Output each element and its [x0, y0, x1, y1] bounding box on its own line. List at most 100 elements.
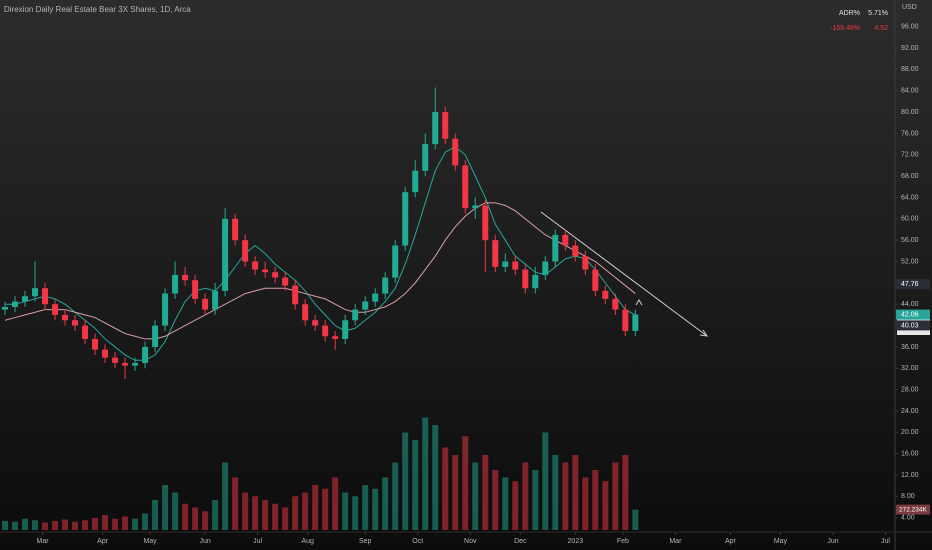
volume-bar [472, 462, 479, 530]
volume-bar [272, 503, 279, 530]
candle-body [222, 218, 229, 291]
volume-bar [562, 462, 569, 530]
candle-body [372, 293, 379, 302]
price-tag-label: 40.03 [901, 322, 919, 329]
volume-bar [132, 518, 139, 530]
candle-body [572, 245, 579, 257]
y-tick-label: 24.00 [901, 408, 919, 415]
candle-body [332, 336, 339, 339]
candle-body [262, 269, 269, 273]
candle-body [182, 274, 189, 281]
price-tag [896, 320, 930, 331]
volume-bar [212, 500, 219, 530]
candle-body [562, 234, 569, 246]
candle-body [342, 320, 349, 339]
volume-bar [512, 481, 519, 530]
candle-body [272, 272, 279, 278]
x-tick-label: Apr [725, 538, 737, 545]
x-tick-label: Mar [669, 538, 682, 545]
volume-bar [572, 455, 579, 530]
y-tick-label: 16.00 [901, 451, 919, 458]
volume-bar [52, 521, 59, 530]
volume-bar [262, 500, 269, 530]
volume-bar [142, 513, 149, 530]
candle-body [362, 301, 369, 310]
up-arrow [635, 299, 643, 306]
y-tick-label: 76.00 [901, 130, 919, 137]
candle-body [512, 261, 519, 270]
candle-body [42, 288, 49, 305]
y-tick-label: 12.00 [901, 472, 919, 479]
volume-bar [622, 455, 629, 530]
x-tick-label: Jul [881, 538, 890, 545]
price-tag [896, 279, 930, 290]
candle-body [492, 240, 499, 267]
candle-body [112, 357, 119, 363]
y-tick-label: 64.00 [901, 194, 919, 201]
y-tick-label: 4.00 [901, 515, 915, 522]
y-tick-label: 88.00 [901, 66, 919, 73]
volume-bar [482, 455, 489, 530]
candle-body [622, 309, 629, 331]
volume-bar [232, 477, 239, 530]
volume-bar [82, 520, 89, 530]
trend-arrow [699, 329, 709, 337]
candle-body [592, 269, 599, 291]
volume-bar [412, 440, 419, 530]
candle-body [2, 306, 9, 310]
candle-body [292, 285, 299, 305]
candle-body [522, 269, 529, 289]
volume-bar [32, 520, 39, 530]
candle-body [312, 320, 319, 326]
volume-bar [62, 519, 69, 530]
candle-body [12, 301, 19, 307]
candle-body [192, 280, 199, 299]
stat-value: 4.52 [874, 25, 888, 32]
x-tick-label: Aug [301, 538, 314, 545]
volume-bar [362, 485, 369, 530]
candle-body [302, 304, 309, 321]
moving-average [5, 146, 636, 361]
candle-body [152, 325, 159, 347]
candle-body [62, 314, 69, 321]
volume-bar [342, 492, 349, 530]
volume-bar [432, 425, 439, 530]
volume-bar [442, 447, 449, 530]
volume-bar [492, 470, 499, 530]
candle-body [552, 234, 559, 262]
volume-bar [402, 432, 409, 530]
y-tick-label: 44.00 [901, 301, 919, 308]
x-tick-label: Mar [36, 538, 49, 545]
y-tick-label: 8.00 [901, 493, 915, 500]
volume-bar [502, 477, 509, 530]
volume-bar [422, 417, 429, 530]
x-tick-label: Feb [617, 538, 629, 545]
volume-bar [72, 521, 79, 530]
trend-line [540, 211, 708, 337]
y-tick-label: 36.00 [901, 344, 919, 351]
candle-body [122, 362, 129, 366]
volume-bar [532, 470, 539, 530]
volume-bar [282, 507, 289, 530]
volume-bar [192, 507, 199, 530]
candle-body [282, 277, 289, 286]
stat-label: ADR% [839, 10, 860, 17]
volume-bar [542, 432, 549, 530]
volume-bar [92, 518, 99, 530]
candle-body [442, 112, 449, 139]
candle-body [412, 170, 419, 193]
candle-body [612, 298, 619, 310]
volume-bar [242, 492, 249, 530]
x-tick-label: May [143, 538, 157, 545]
candle-body [482, 205, 489, 241]
y-tick-label: 72.00 [901, 152, 919, 159]
volume-tag [896, 504, 930, 515]
candle-body [502, 261, 509, 267]
candle-body [532, 274, 539, 289]
price-tag-label: 47.76 [901, 281, 919, 288]
x-tick-label: 2023 [568, 538, 584, 545]
candle-body [162, 293, 169, 326]
volume-bar [632, 509, 639, 530]
volume-bar [452, 455, 459, 530]
